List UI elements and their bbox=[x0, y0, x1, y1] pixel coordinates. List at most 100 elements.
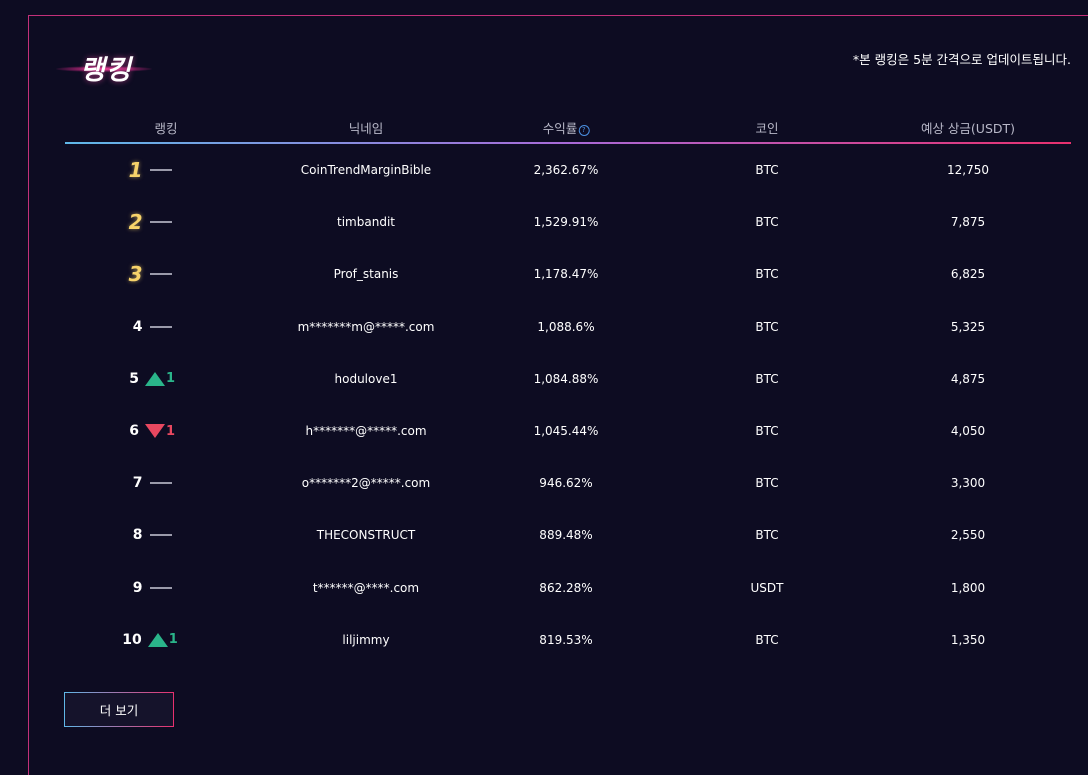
nickname-cell: m*******m@*****.com bbox=[297, 319, 435, 334]
prize-cell: 3,300 bbox=[950, 476, 986, 491]
ranking-table: 랭킹 닉네임 수익률? 코인 예상 상금(USDT) 1 CoinTrendMar… bbox=[65, 112, 1071, 666]
rank-number: 10 bbox=[122, 631, 142, 648]
coin-cell: BTC bbox=[755, 476, 779, 491]
coin-cell: BTC bbox=[755, 528, 779, 543]
coin-cell: BTC bbox=[755, 632, 779, 647]
triangle-up-icon bbox=[144, 371, 165, 386]
nickname-cell: o*******2@*****.com bbox=[301, 476, 431, 491]
nickname-cell: h*******@*****.com bbox=[305, 424, 427, 439]
rank-cell: 1 bbox=[120, 158, 180, 182]
rank-change: 1 bbox=[144, 423, 176, 439]
prize-cell: 7,875 bbox=[950, 215, 986, 230]
rank-cell: 9 bbox=[120, 580, 180, 596]
rank-number: 5 bbox=[129, 370, 139, 387]
rank-unchanged-icon bbox=[149, 169, 172, 172]
column-header-rank: 랭킹 bbox=[154, 121, 178, 136]
ranking-title-area: 랭킹 bbox=[52, 44, 162, 90]
nickname-cell: CoinTrendMarginBible bbox=[300, 163, 432, 178]
rank-unchanged-icon bbox=[149, 273, 172, 276]
nickname-cell: t******@****.com bbox=[312, 580, 420, 595]
rank-cell: 8 bbox=[120, 527, 180, 543]
table-body: 1 CoinTrendMarginBible 2,362.67% BTC 12,750 2… bbox=[65, 144, 1071, 666]
roi-cell: 1,045.44% bbox=[533, 424, 599, 439]
rank-number: 2 bbox=[128, 210, 143, 235]
rank-cell: 2 bbox=[120, 210, 180, 234]
rank-unchanged-icon bbox=[149, 482, 172, 485]
roi-cell: 889.48% bbox=[539, 528, 593, 543]
table-row: 4 m*******m@*****.com 1,088.6% BTC 5,325 bbox=[65, 301, 1071, 353]
table-row: 8 THECONSTRUCT 889.48% BTC 2,550 bbox=[65, 509, 1071, 561]
rank-unchanged-icon bbox=[149, 221, 172, 224]
prize-cell: 5,325 bbox=[950, 319, 986, 334]
roi-cell: 1,088.6% bbox=[537, 319, 595, 334]
rank-number: 8 bbox=[132, 527, 143, 544]
roi-cell: 862.28% bbox=[539, 580, 593, 595]
rank-change-value: 1 bbox=[165, 423, 176, 439]
rank-cell: 10 1 bbox=[120, 632, 180, 648]
table-row: 6 1 h*******@*****.com 1,045.44% BTC 4,050 bbox=[65, 405, 1071, 457]
rank-number: 6 bbox=[129, 423, 139, 440]
rank-change-value: 1 bbox=[168, 632, 178, 648]
prize-cell: 2,550 bbox=[950, 528, 986, 543]
rank-number: 3 bbox=[128, 262, 143, 287]
nickname-cell: Prof_stanis bbox=[333, 267, 399, 282]
table-row: 10 1 liljimmy 819.53% BTC 1,350 bbox=[65, 614, 1071, 666]
roi-cell: 2,362.67% bbox=[533, 163, 599, 178]
prize-cell: 4,875 bbox=[950, 371, 986, 386]
triangle-up-icon bbox=[147, 632, 168, 647]
rank-unchanged-icon bbox=[149, 586, 172, 589]
coin-cell: BTC bbox=[755, 215, 779, 230]
ranking-panel bbox=[28, 15, 1088, 775]
column-header-prize: 예상 상금(USDT) bbox=[920, 121, 1016, 136]
prize-cell: 1,350 bbox=[950, 632, 986, 647]
roi-cell: 946.62% bbox=[539, 476, 593, 491]
triangle-down-icon bbox=[144, 424, 165, 439]
rank-number: 4 bbox=[132, 318, 143, 335]
rank-cell: 3 bbox=[120, 262, 180, 286]
header-divider bbox=[65, 142, 1071, 144]
table-row: 7 o*******2@*****.com 946.62% BTC 3,300 bbox=[65, 457, 1071, 509]
rank-number: 1 bbox=[128, 158, 143, 183]
rank-number: 7 bbox=[132, 475, 143, 492]
prize-cell: 6,825 bbox=[950, 267, 986, 282]
coin-cell: BTC bbox=[755, 371, 779, 386]
column-header-roi: 수익률? bbox=[543, 118, 590, 137]
rank-unchanged-icon bbox=[149, 534, 172, 537]
prize-cell: 4,050 bbox=[950, 424, 986, 439]
coin-cell: BTC bbox=[755, 424, 779, 439]
rank-number: 9 bbox=[132, 579, 143, 596]
update-notice: *본 랭킹은 5분 간격으로 업데이트됩니다. bbox=[852, 52, 1071, 67]
nickname-cell: timbandit bbox=[337, 215, 395, 230]
roi-cell: 1,178.47% bbox=[533, 267, 599, 282]
rank-cell: 4 bbox=[120, 319, 180, 335]
table-row: 3 Prof_stanis 1,178.47% BTC 6,825 bbox=[65, 248, 1071, 300]
nickname-cell: THECONSTRUCT bbox=[316, 528, 416, 543]
nickname-cell: hodulove1 bbox=[334, 371, 398, 386]
coin-cell: BTC bbox=[755, 319, 779, 334]
rank-cell: 7 bbox=[120, 475, 180, 491]
rank-change: 1 bbox=[147, 632, 178, 648]
column-header-coin: 코인 bbox=[755, 121, 779, 136]
info-icon[interactable]: ? bbox=[578, 125, 590, 136]
prize-cell: 12,750 bbox=[947, 163, 989, 178]
roi-cell: 819.53% bbox=[539, 632, 593, 647]
table-header: 랭킹 닉네임 수익률? 코인 예상 상금(USDT) bbox=[65, 112, 1071, 142]
rank-change: 1 bbox=[144, 371, 176, 387]
title-glow bbox=[56, 66, 152, 72]
roi-cell: 1,529.91% bbox=[533, 215, 599, 230]
coin-cell: USDT bbox=[750, 580, 784, 595]
coin-cell: BTC bbox=[755, 267, 779, 282]
table-row: 2 timbandit 1,529.91% BTC 7,875 bbox=[65, 196, 1071, 248]
more-button[interactable]: 더 보기 bbox=[64, 692, 174, 727]
column-header-nickname: 닉네임 bbox=[348, 121, 384, 136]
table-row: 9 t******@****.com 862.28% USDT 1,800 bbox=[65, 562, 1071, 614]
table-row: 1 CoinTrendMarginBible 2,362.67% BTC 12,750 bbox=[65, 144, 1071, 196]
page-title: 랭킹 bbox=[80, 55, 132, 86]
rank-change-value: 1 bbox=[165, 371, 176, 387]
nickname-cell: liljimmy bbox=[342, 632, 390, 647]
roi-cell: 1,084.88% bbox=[533, 371, 599, 386]
coin-cell: BTC bbox=[755, 163, 779, 178]
table-row: 5 1 hodulove1 1,084.88% BTC 4,875 bbox=[65, 353, 1071, 405]
